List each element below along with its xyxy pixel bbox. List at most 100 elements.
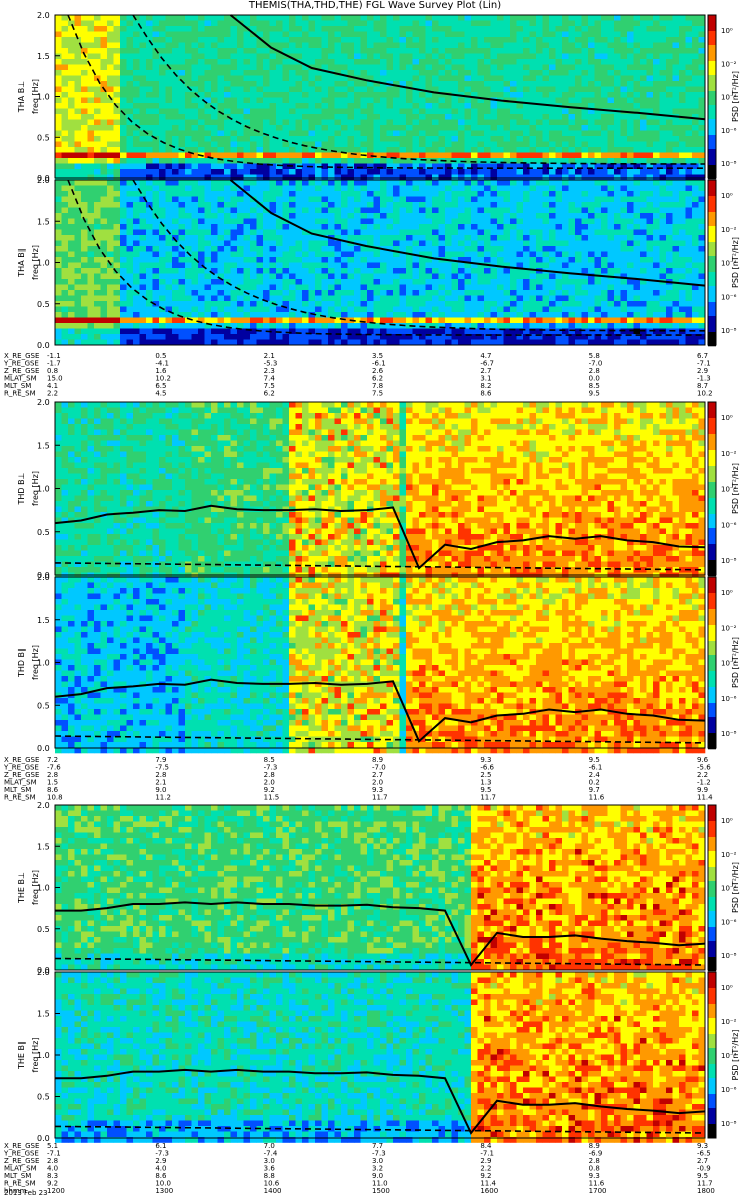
ephemeris-value: 1200 — [47, 1187, 65, 1195]
ephemeris-value: 6.5 — [155, 382, 166, 390]
ephemeris-value: 0.2 — [589, 779, 600, 787]
series-line-fce — [229, 14, 706, 121]
colorbar-tick-label: 10⁻⁴ — [721, 885, 737, 893]
ephemeris-value: 2.0 — [264, 779, 275, 787]
ephemeris-value: 2.8 — [155, 771, 166, 779]
y-axis-label: freq [Hz] — [31, 79, 40, 114]
ephemeris-value: 9.2 — [47, 1180, 58, 1188]
ephemeris-row-label: Y_RE_GSE — [3, 764, 39, 772]
y-tick-label: 1.5 — [37, 616, 50, 625]
colorbar-tick-label: 10⁻² — [721, 851, 737, 859]
ephemeris-value: 9.5 — [589, 390, 600, 398]
ephemeris-value: 7.0 — [264, 1142, 275, 1150]
ephemeris-value: 2.8 — [47, 771, 58, 779]
ephemeris-value: 0.0 — [589, 375, 600, 383]
colorbar-frame — [707, 576, 717, 749]
y-tick-label: 2.0 — [37, 176, 50, 185]
y-axis-label: freq [Hz] — [31, 870, 40, 905]
ephemeris-value: 1600 — [480, 1187, 498, 1195]
ephemeris-value: 0.8 — [47, 367, 58, 375]
colorbar-tick-label: 10⁻² — [721, 226, 737, 234]
ephemeris-value: -7.4 — [264, 1150, 278, 1158]
ephemeris-value: -5.3 — [264, 360, 278, 368]
ephemeris-value: -7.1 — [697, 360, 711, 368]
series-line-fcp — [54, 957, 706, 966]
colorbar-label: PSD [nT²/Hz] — [731, 71, 740, 122]
colorbar-frame — [707, 971, 717, 1139]
colorbar-tick-label: 10⁻² — [721, 624, 737, 632]
ephemeris-value: 8.6 — [155, 1172, 167, 1180]
ephemeris-row-label: Y_RE_GSE — [3, 360, 39, 368]
panel-label: THA B⊥ — [17, 81, 26, 113]
y-tick-label: 0.5 — [37, 133, 50, 142]
ephemeris-value: 9.5 — [480, 786, 491, 794]
ephemeris-value: 10.6 — [264, 1180, 280, 1188]
ephemeris-value: 9.9 — [697, 786, 708, 794]
y-tick-label: 1.0 — [37, 659, 50, 668]
series-line-fhe — [67, 14, 705, 169]
series-line-fce — [55, 1068, 706, 1135]
colorbar-tick-label: 10⁻⁶ — [721, 293, 737, 301]
colorbar-label: PSD [nT²/Hz] — [731, 862, 740, 913]
ephemeris-value: -6.6 — [480, 764, 494, 772]
ephemeris-value: 7.5 — [372, 390, 383, 398]
ephemeris-value: 7.4 — [264, 375, 276, 383]
ephemeris-value: 10.2 — [155, 375, 171, 383]
ephemeris-value: -6.1 — [372, 360, 386, 368]
panel-label: THE B∥ — [17, 1041, 26, 1070]
y-tick-label: 1.5 — [37, 217, 50, 226]
ephemeris-value: -7.0 — [589, 360, 603, 368]
colorbar-frame — [707, 179, 717, 346]
y-tick-label: 0.0 — [37, 571, 50, 580]
y-axis-label: freq [Hz] — [31, 245, 40, 280]
ephemeris-value: 9.2 — [480, 1172, 491, 1180]
ephemeris-value: 11.7 — [480, 794, 496, 802]
colorbar-tick-label: 10⁻² — [721, 1018, 737, 1026]
ephemeris-value: 4.5 — [155, 390, 166, 398]
ephemeris-value: 11.5 — [264, 794, 280, 802]
colorbar-tick-label: 10⁰ — [721, 27, 733, 35]
ephemeris-value: 1.6 — [155, 367, 167, 375]
ephemeris-value: 2.8 — [589, 1157, 600, 1165]
colorbar-tick-label: 10⁻⁸ — [721, 730, 737, 738]
y-tick-label: 0.0 — [37, 1134, 50, 1143]
colorbar-label: PSD [nT²/Hz] — [731, 463, 740, 514]
ephemeris-value: 8.2 — [480, 382, 491, 390]
ephemeris-value: 1.5 — [47, 779, 58, 787]
colorbar-tick-label: 10⁻⁸ — [721, 557, 737, 565]
series-line-fce — [54, 678, 706, 743]
ephemeris-row-label: MLAT_SM — [4, 1165, 37, 1173]
colorbar-tick-label: 10⁰ — [721, 414, 733, 422]
y-tick-label: 2.0 — [37, 801, 50, 810]
y-tick-label: 1.0 — [37, 259, 50, 268]
ephemeris-row-label: MLT_SM — [4, 786, 31, 794]
series-line-fcp — [54, 735, 706, 744]
ephemeris-value: 1400 — [264, 1187, 282, 1195]
y-tick-label: 2.0 — [37, 398, 50, 407]
ephemeris-value: -6.1 — [589, 764, 603, 772]
y-tick-label: 0.0 — [37, 341, 50, 350]
ephemeris-row-label: R_RE_SM — [4, 794, 36, 802]
colorbar-tick-label: 10⁻⁸ — [721, 327, 737, 335]
panel-label: THD B⊥ — [17, 472, 26, 505]
ephemeris-value: 10.0 — [155, 1180, 171, 1188]
colorbar-tick-label: 10⁻⁴ — [721, 94, 737, 102]
ephemeris-value: 4.0 — [155, 1165, 166, 1173]
ephemeris-value: 9.3 — [589, 1172, 600, 1180]
ephemeris-value: 8.4 — [480, 1142, 492, 1150]
ephemeris-value: 2.2 — [47, 390, 58, 398]
colorbar-6 — [708, 972, 716, 1139]
panel-label: THA B∥ — [17, 248, 26, 277]
ephemeris-value: 8.6 — [47, 786, 59, 794]
series-line-fce — [55, 901, 706, 967]
colorbar-3 — [708, 402, 716, 577]
ephemeris-value: 1500 — [372, 1187, 390, 1195]
panel-label: THE B⊥ — [17, 872, 26, 904]
ephemeris-row-label: R_RE_SM — [4, 1180, 36, 1188]
ephemeris-value: 7.7 — [372, 1142, 383, 1150]
spectrogram-panel-4 — [55, 577, 706, 754]
ephemeris-value: 2.8 — [264, 771, 275, 779]
series-line-fcp — [132, 14, 705, 165]
colorbar-tick-label: 10⁻⁴ — [721, 1052, 737, 1060]
ephemeris-value: 2.5 — [480, 771, 491, 779]
